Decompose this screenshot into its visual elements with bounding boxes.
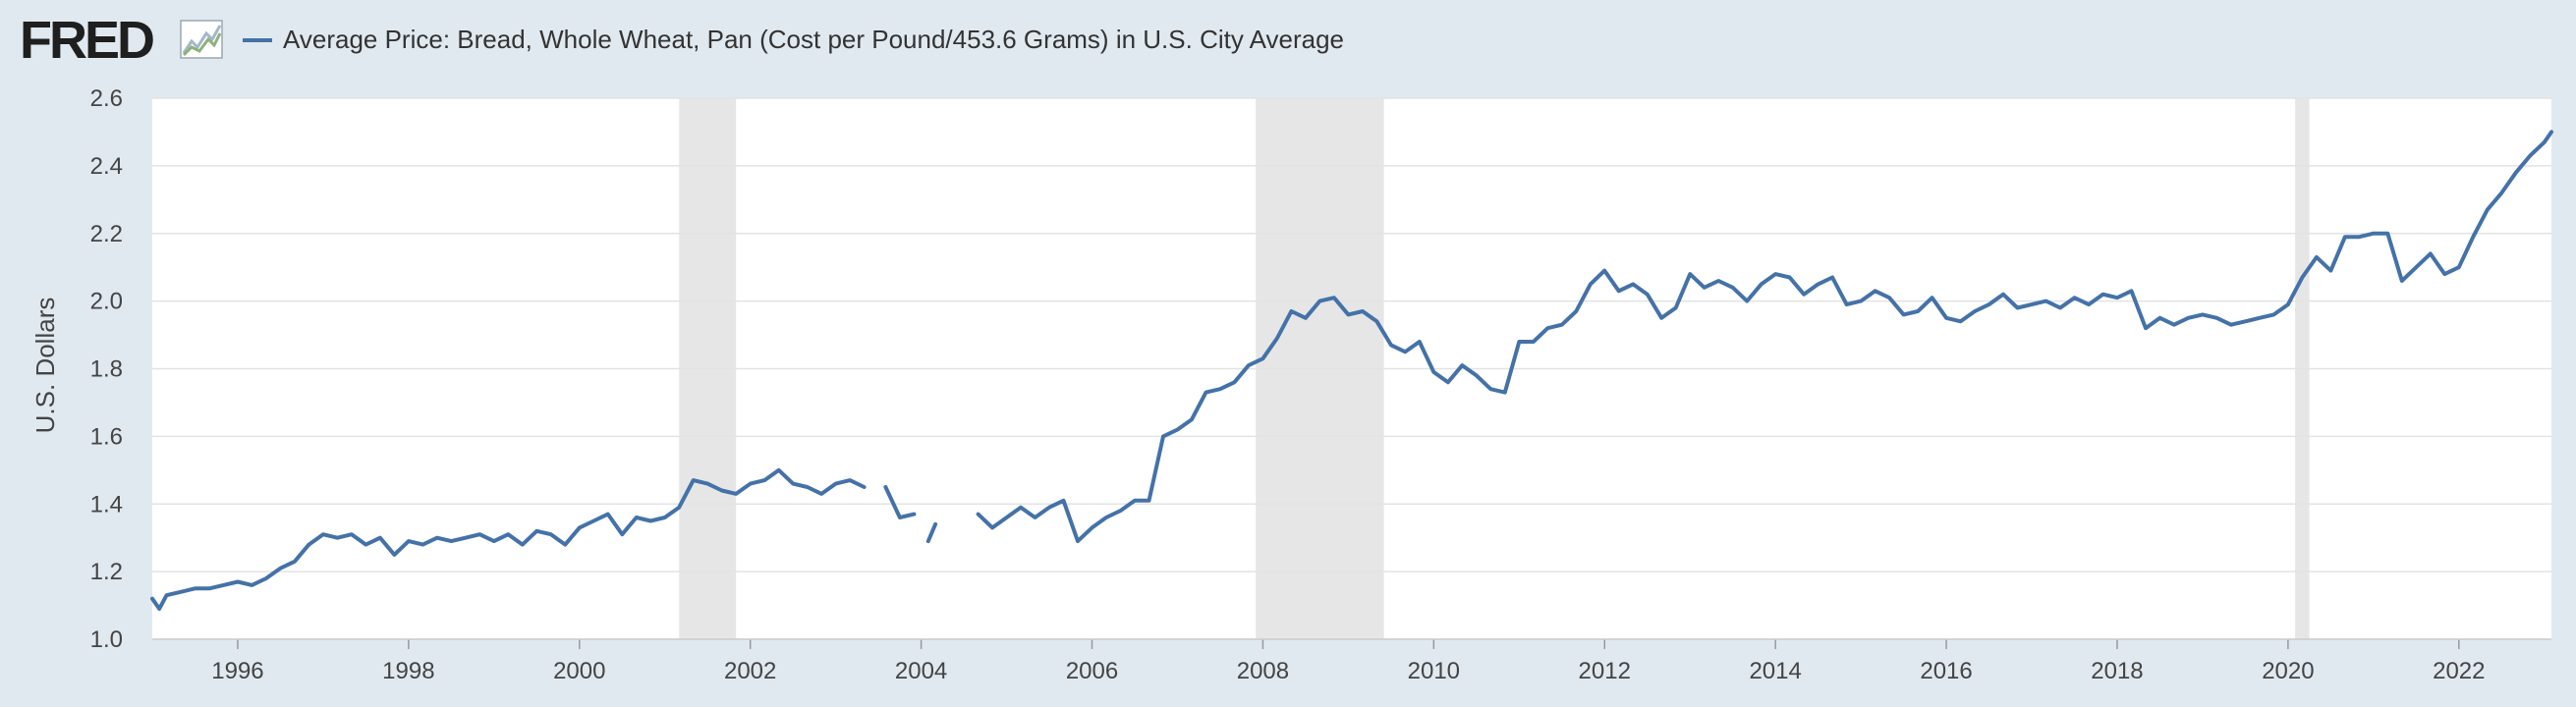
y-axis-label: U.S. Dollars xyxy=(30,298,60,434)
x-tick-label: 2018 xyxy=(2091,658,2143,684)
series-segment xyxy=(883,485,917,519)
x-tick-label: 2000 xyxy=(553,658,605,684)
x-tick-label: 2002 xyxy=(724,658,776,684)
y-tick-label: 2.4 xyxy=(90,153,123,180)
legend-swatch xyxy=(243,38,272,42)
series-segment xyxy=(150,467,867,611)
x-tick-label: 2022 xyxy=(2433,658,2485,684)
series-segment xyxy=(976,130,2553,544)
x-tick-label: 2004 xyxy=(895,658,947,684)
series-line xyxy=(150,130,2553,611)
y-tick-label: 2.2 xyxy=(90,221,123,247)
y-tick-label: 2.6 xyxy=(90,85,123,112)
y-tick-label: 1.4 xyxy=(90,491,123,517)
x-tick-label: 2020 xyxy=(2262,658,2314,684)
fred-logo[interactable]: FRED xyxy=(20,11,155,70)
legend-label[interactable]: Average Price: Bread, Whole Wheat, Pan (… xyxy=(283,25,1345,54)
y-tick-label: 1.0 xyxy=(90,626,123,653)
y-tick-label: 1.8 xyxy=(90,356,123,383)
x-tick-label: 2014 xyxy=(1749,658,1801,684)
x-tick-label: 1996 xyxy=(211,658,263,684)
series-segment xyxy=(925,521,938,544)
line-chart-icon xyxy=(180,20,223,59)
x-tick-label: 2016 xyxy=(1920,658,1972,684)
x-tick-label: 1998 xyxy=(382,658,434,684)
y-tick-label: 1.6 xyxy=(90,423,123,450)
x-tick-label: 2010 xyxy=(1408,658,1460,684)
chart-header: FRED Average Price: Bread, Whole Wheat, … xyxy=(0,0,2576,79)
x-axis-ticks: 1996 1998 2000 2002 2004 2006 2008 2010 2012 2014… xyxy=(152,638,2551,684)
x-tick-label: 2012 xyxy=(1579,658,1631,684)
x-tick-label: 2008 xyxy=(1237,658,1289,684)
x-tick-label: 2006 xyxy=(1066,658,1118,684)
y-tick-label: 2.0 xyxy=(90,289,123,315)
y-axis-ticks: 1.0 1.2 1.4 1.6 1.8 2.0 2.2 2.4 2.6 xyxy=(90,85,123,653)
y-tick-label: 1.2 xyxy=(90,559,123,585)
